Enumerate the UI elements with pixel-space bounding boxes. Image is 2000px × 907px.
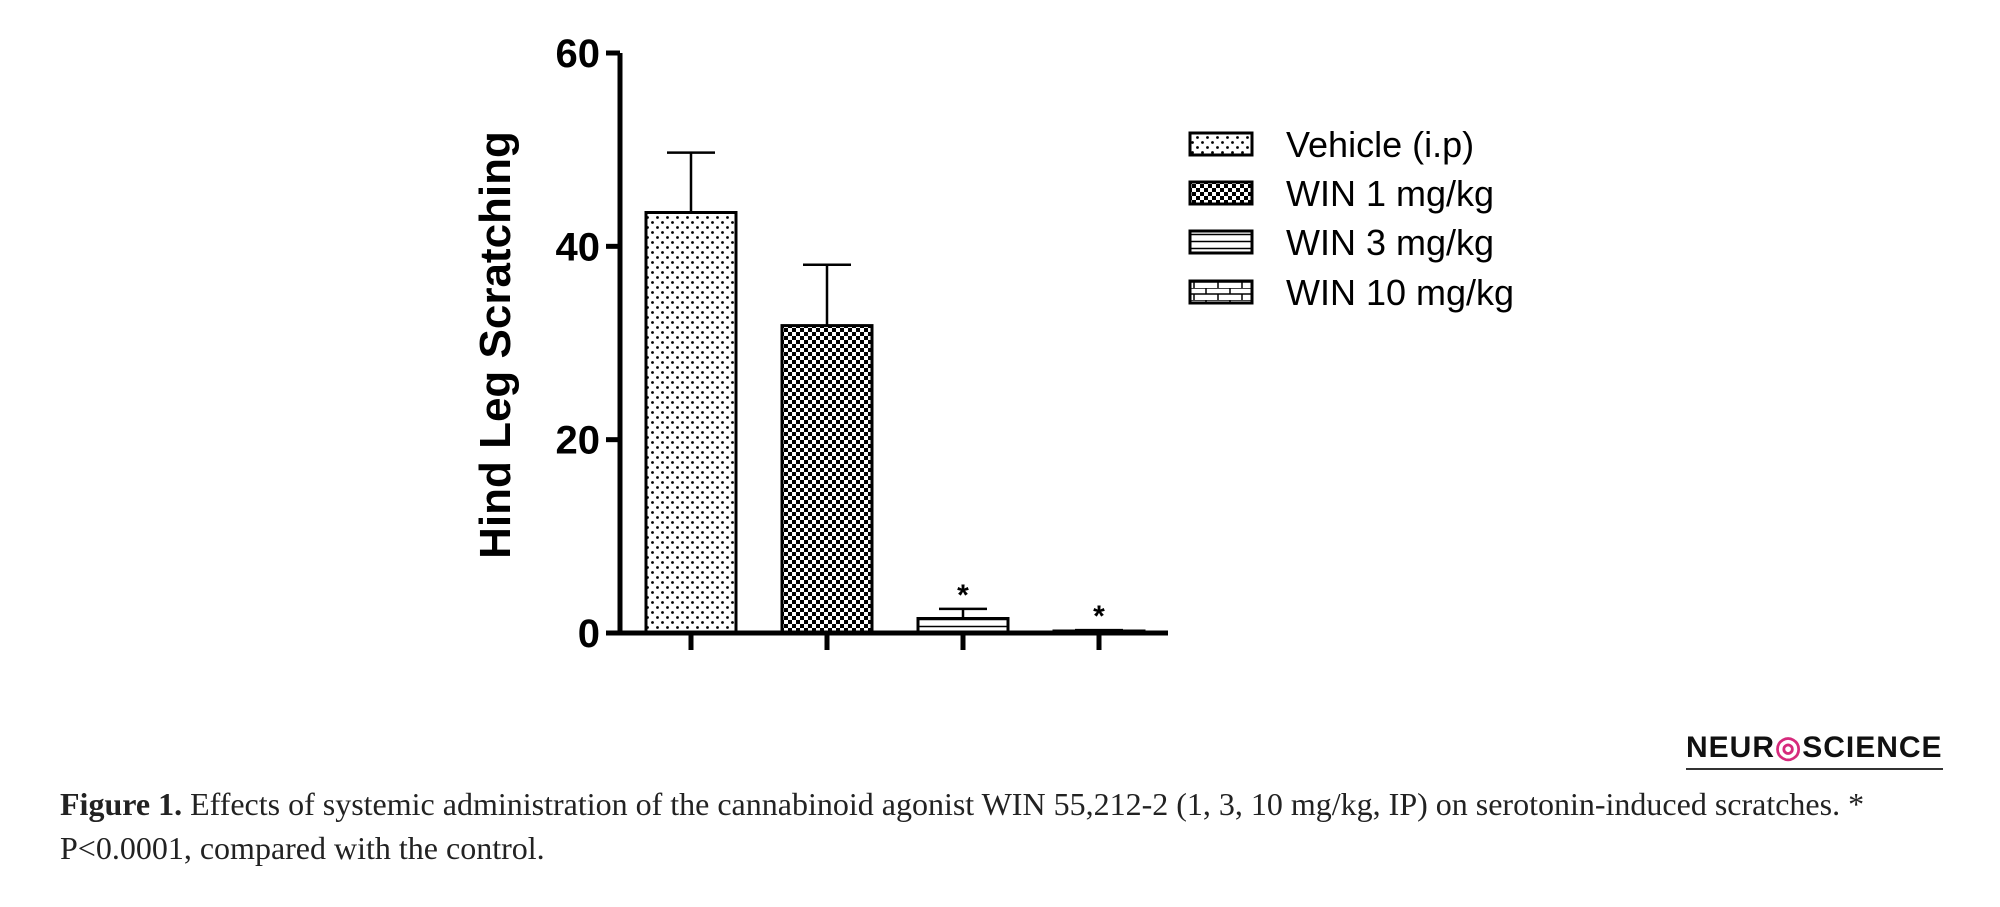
y-axis-label: Hind Leg Scratching — [471, 131, 520, 559]
legend-swatch-3 — [1188, 279, 1254, 305]
legend: Vehicle (i.p) WIN 1 mg/kg WIN 3 mg/kg WIN 1… — [1188, 124, 1514, 313]
y-tick-label-2: 40 — [556, 225, 601, 269]
y-axis-ticks: 0 20 40 60 — [556, 32, 620, 656]
x-axis-ticks — [688, 633, 1102, 650]
caption-text: Effects of systemic administration of th… — [60, 786, 1865, 866]
error-bar-1 — [803, 263, 851, 326]
y-tick-label-3: 60 — [556, 32, 601, 76]
caption-label: Figure 1. — [60, 786, 183, 822]
error-bar-0 — [667, 151, 715, 213]
neuroscience-logo: NEUR◎SCIENCE — [1686, 730, 1943, 770]
error-bar-2 — [939, 607, 987, 619]
y-tick-label-1: 20 — [556, 419, 601, 463]
legend-label-1: WIN 1 mg/kg — [1286, 173, 1494, 214]
bar-0 — [644, 211, 738, 635]
y-tick-label-0: 0 — [578, 612, 600, 656]
logo-o-icon: ◎ — [1775, 731, 1803, 764]
bar-1 — [780, 324, 874, 635]
legend-swatch-2 — [1188, 229, 1254, 255]
significance-mark-2: * — [957, 579, 969, 612]
legend-label-0: Vehicle (i.p) — [1286, 124, 1474, 165]
legend-swatch-0 — [1188, 131, 1254, 157]
legend-label-3: WIN 10 mg/kg — [1286, 272, 1514, 313]
bars-group: ** — [644, 151, 1146, 635]
figure-caption: Figure 1. Effects of systemic administra… — [60, 782, 1950, 870]
legend-swatch-1 — [1188, 180, 1254, 206]
legend-label-2: WIN 3 mg/kg — [1286, 222, 1494, 263]
significance-mark-3: * — [1093, 600, 1105, 633]
